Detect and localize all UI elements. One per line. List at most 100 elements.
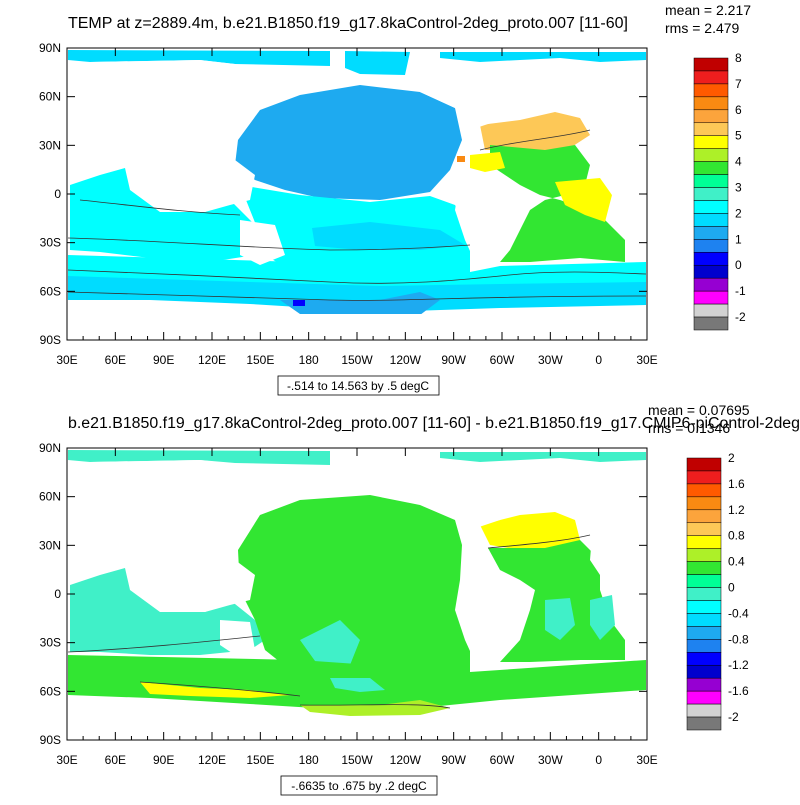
panel-2-colorbar-label: 0 [728, 581, 735, 595]
panel-1-mean: mean = 2.217 [665, 2, 751, 18]
panel-1-y-tick-label: 90S [40, 333, 61, 347]
panel-2-x-tick-label: 30W [538, 753, 563, 767]
panel-2-colorbar-swatch [686, 548, 722, 562]
panel-2-colorbar-label: -1.2 [728, 658, 749, 672]
panel-2-x-tick-label: 150W [341, 753, 373, 767]
panel-2-x-tick-label: 90W [441, 753, 466, 767]
panel-2-colorbar-swatch [686, 652, 722, 666]
panel-2-colorbar-swatch [686, 509, 722, 524]
panel-1-y-tick-label: 0 [54, 187, 61, 201]
panel-2-colorbar-swatch [686, 613, 722, 627]
panel-1-rms: rms = 2.479 [665, 20, 740, 36]
panel-2-contour-info-box [280, 775, 438, 796]
panel-2-rms: rms = 0.1346 [648, 420, 730, 436]
panel-2-colorbar-label: 0.8 [728, 529, 745, 543]
panel-1-x-tick-label: 90W [441, 353, 466, 367]
panel-1-y-tick-label: 30S [40, 236, 61, 250]
panel-2-colorbar-label: 0.4 [728, 555, 745, 569]
panel-2-colorbar-swatch [686, 535, 722, 549]
panel-2-colorbar-label: 1.2 [728, 503, 745, 517]
panel-2-x-tick-label: 150E [246, 753, 274, 767]
panel-1-contour-info-box [277, 375, 440, 396]
panel-1-x-tick-label: 30E [56, 353, 77, 367]
panel-1-colorbar-swatch [693, 187, 729, 201]
panel-2-y-tick-label: 30S [40, 636, 61, 650]
panel-1-y-tick-label: 30N [39, 138, 61, 152]
panel-1-y-tick-label: 90N [39, 41, 61, 55]
panel-1-contour-info: -.514 to 14.563 by .5 degC [287, 379, 429, 393]
panel-2-x-tick-label: 180 [299, 753, 319, 767]
panel-2-colorbar-swatch [686, 677, 722, 692]
panel-1-colorbar-swatch [693, 226, 729, 240]
panel-2-colorbar-swatch [686, 496, 722, 511]
panel-2-colorbar-label: 2 [728, 451, 735, 465]
panel-1-x-tick-label: 120W [390, 353, 422, 367]
panel-1-x-tick-label: 120E [198, 353, 226, 367]
panel-2-y-tick-label: 0 [54, 587, 61, 601]
panel-2-y-tick-label: 90N [39, 441, 61, 455]
panel-1-colorbar-label: 0 [735, 258, 742, 272]
panel-2-colorbar-label: -0.4 [728, 606, 749, 620]
panel-2-colorbar-label: -0.8 [728, 632, 749, 646]
panel-1-colorbar-swatch [693, 277, 729, 292]
panel-2-colorbar: 2 1.6 1.2 0.8 0.4 0 -0.4 -0.8 -1.2 -1.6 -2 [686, 451, 749, 731]
panel-1-colorbar-label: 2 [735, 206, 742, 220]
panel-1-colorbar-swatch [693, 303, 729, 318]
panel-2-y-tick-label: 90S [40, 733, 61, 747]
panel-1: TEMP at z=2889.4m, b.e21.B1850.f19_g17.8… [39, 2, 751, 396]
panel-1-y-axis: 90N 60N 30N 0 30S 60S 90S [39, 41, 647, 347]
panel-2-colorbar-swatch [686, 664, 722, 679]
panel-1-colorbar-swatch [693, 264, 729, 279]
panel-1-colorbar-swatch [693, 316, 729, 331]
panel-1-colorbar-label: -2 [735, 310, 746, 324]
panel-1-colorbar-label: 5 [735, 129, 742, 143]
panel-1-map-field [67, 48, 647, 340]
panel-1-colorbar-label: 3 [735, 181, 742, 195]
panel-2-colorbar-swatch [686, 716, 722, 731]
panel-2-colorbar-swatch [686, 574, 722, 588]
panel-2-colorbar-swatch [686, 457, 722, 472]
panel-1-colorbar-swatch [693, 252, 729, 266]
panel-1-colorbar-swatch [693, 96, 729, 111]
panel-2-colorbar-swatch [686, 470, 722, 485]
panel-1-x-tick-label: 60W [490, 353, 515, 367]
panel-2-colorbar-label: 1.6 [728, 477, 745, 491]
panel-2-x-tick-label: 120E [198, 753, 226, 767]
panel-2-y-axis: 90N 60N 30N 0 30S 60S 90S [39, 441, 647, 747]
panel-1-x-tick-label: 0 [595, 353, 602, 367]
panel-1-colorbar-label: 6 [735, 103, 742, 117]
panel-1-title: TEMP at z=2889.4m, b.e21.B1850.f19_g17.8… [68, 15, 628, 32]
panel-2-colorbar-swatch [686, 690, 722, 705]
panel-1-x-axis: 30E 60E 90E 120E 150E 180 150W 120W 90W 60W 30W 0 30… [56, 48, 658, 367]
panel-1-colorbar: 8 7 6 5 4 3 2 1 0 -1 -2 [693, 51, 746, 331]
panel-1-colorbar-swatch [693, 122, 729, 136]
panel-1-x-tick-label: 150E [246, 353, 274, 367]
panel-1-x-tick-label: 60E [105, 353, 126, 367]
panel-2-colorbar-swatch [686, 626, 722, 640]
panel-1-y-tick-label: 60S [40, 284, 61, 298]
panel-2-contour-info: -.6635 to .675 by .2 degC [291, 779, 427, 793]
panel-1-colorbar-swatch [693, 174, 729, 188]
panel-2-x-tick-label: 30E [56, 753, 77, 767]
panel-1-y-tick-label: 60N [39, 90, 61, 104]
panel-1-x-tick-label: 30E [636, 353, 657, 367]
panel-1-x-tick-label: 150W [341, 353, 373, 367]
panel-2-y-tick-label: 60S [40, 684, 61, 698]
panel-2-x-tick-label: 120W [390, 753, 422, 767]
panel-2-colorbar-swatch [686, 561, 722, 575]
panel-1-colorbar-swatch [693, 109, 729, 124]
panel-2-colorbar-swatch [686, 483, 722, 498]
panel-2-x-axis: 30E 60E 90E 120E 150E 180 150W 120W 90W 60W 30W 0 30… [56, 448, 658, 767]
panel-1-colorbar-label: 1 [735, 232, 742, 246]
panel-2-colorbar-label: -1.6 [728, 684, 749, 698]
panel-2-x-tick-label: 30E [636, 753, 657, 767]
panel-1-x-tick-label: 90E [153, 353, 174, 367]
panel-1-x-tick-label: 30W [538, 353, 563, 367]
panel-1-colorbar-swatch [693, 290, 729, 305]
panel-1-colorbar-swatch [693, 148, 729, 162]
panel-1-colorbar-swatch [693, 70, 729, 85]
panel-1-colorbar-label: 4 [735, 155, 742, 169]
panel-2-colorbar-swatch [686, 600, 722, 614]
panel-2-colorbar-swatch [686, 587, 722, 601]
